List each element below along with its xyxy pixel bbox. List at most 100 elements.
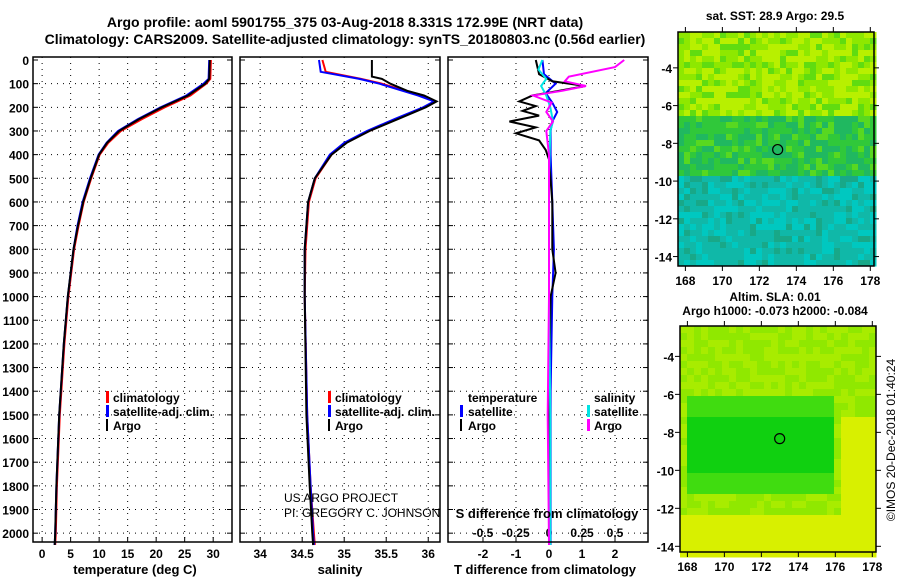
map-cell — [848, 326, 856, 334]
map-cell — [858, 134, 865, 141]
map-cell — [702, 32, 709, 39]
map-cell — [750, 212, 757, 219]
map-cell — [678, 32, 685, 39]
map-cell — [798, 44, 805, 51]
map-cell — [804, 224, 811, 231]
legend-swatch-satellite — [106, 405, 109, 417]
map-cell — [726, 92, 733, 99]
map-cell — [786, 200, 793, 207]
map-cell — [816, 242, 823, 249]
map-cell — [720, 224, 727, 231]
map-cell — [764, 487, 772, 495]
map-cell — [738, 170, 745, 177]
map-cell — [827, 403, 835, 411]
map-cell — [680, 466, 688, 474]
map-cell — [696, 146, 703, 153]
map-cell — [729, 494, 737, 502]
map-cell — [684, 230, 691, 237]
map-cell — [768, 212, 775, 219]
map-cell — [858, 164, 865, 171]
map-cell — [729, 347, 737, 355]
map-cell — [768, 242, 775, 249]
map-cell — [816, 230, 823, 237]
map-cell — [816, 140, 823, 147]
map-cell — [715, 361, 723, 369]
map-cell — [855, 431, 863, 439]
map-cell — [786, 140, 793, 147]
map-cell — [778, 326, 786, 334]
map-cell — [687, 424, 695, 432]
map-cell — [729, 354, 737, 362]
map-cell — [855, 501, 863, 509]
map-cell — [744, 224, 751, 231]
map-cell — [813, 354, 821, 362]
map-cell — [834, 50, 841, 57]
map-cell — [708, 68, 715, 75]
map-cell — [827, 536, 835, 544]
map-cell — [846, 218, 853, 225]
map-cell — [702, 104, 709, 111]
map-cell — [687, 536, 695, 544]
map-cell — [852, 200, 859, 207]
map-cell — [785, 466, 793, 474]
map-cell — [869, 431, 877, 439]
map-cell — [820, 438, 828, 446]
series-line-climatology — [54, 59, 212, 546]
map-cell — [738, 182, 745, 189]
map-cell — [757, 382, 765, 390]
map-cell — [816, 104, 823, 111]
map-cell — [708, 236, 715, 243]
map-cell — [750, 459, 758, 467]
map-cell — [778, 375, 786, 383]
map-cell — [678, 140, 685, 147]
map-cell — [738, 224, 745, 231]
map-cell — [744, 104, 751, 111]
map-cell — [774, 248, 781, 255]
map-cell — [736, 438, 744, 446]
map-cell — [858, 248, 865, 255]
map-cell — [792, 242, 799, 249]
map-cell — [840, 188, 847, 195]
map-cell — [778, 487, 786, 495]
map-cell — [774, 182, 781, 189]
map-cell — [720, 116, 727, 123]
map-cell — [722, 396, 730, 404]
map-cell — [799, 354, 807, 362]
map-cell — [804, 248, 811, 255]
map-cell — [820, 340, 828, 348]
map-cell — [720, 140, 727, 147]
map-cell — [799, 473, 807, 481]
map-cell — [708, 403, 716, 411]
map-cell — [750, 158, 757, 165]
map-cell — [813, 326, 821, 334]
map-cell — [858, 236, 865, 243]
map-cell — [804, 176, 811, 183]
map-cell — [792, 62, 799, 69]
map-cell — [852, 134, 859, 141]
map-cell — [810, 122, 817, 129]
map-cell — [840, 176, 847, 183]
map-cell — [813, 438, 821, 446]
map-cell — [750, 403, 758, 411]
map-cell — [757, 494, 765, 502]
map-cell — [680, 438, 688, 446]
map-cell — [744, 62, 751, 69]
map-cell — [816, 62, 823, 69]
map-cell — [852, 242, 859, 249]
map-cell — [678, 164, 685, 171]
map-cell — [869, 522, 877, 530]
map-cell — [720, 146, 727, 153]
salinity-panel: 34 34.5 35 35.5 36 — [239, 56, 441, 561]
map-cell — [722, 508, 730, 516]
map-cell — [798, 170, 805, 177]
map-cell — [786, 62, 793, 69]
map-cell — [708, 452, 716, 460]
map-cell — [762, 86, 769, 93]
map-cell — [729, 368, 737, 376]
map-cell — [764, 382, 772, 390]
map-cell — [715, 473, 723, 481]
map-cell — [869, 361, 877, 369]
map-cell — [736, 424, 744, 432]
map-cell — [696, 116, 703, 123]
map-cell — [744, 116, 751, 123]
